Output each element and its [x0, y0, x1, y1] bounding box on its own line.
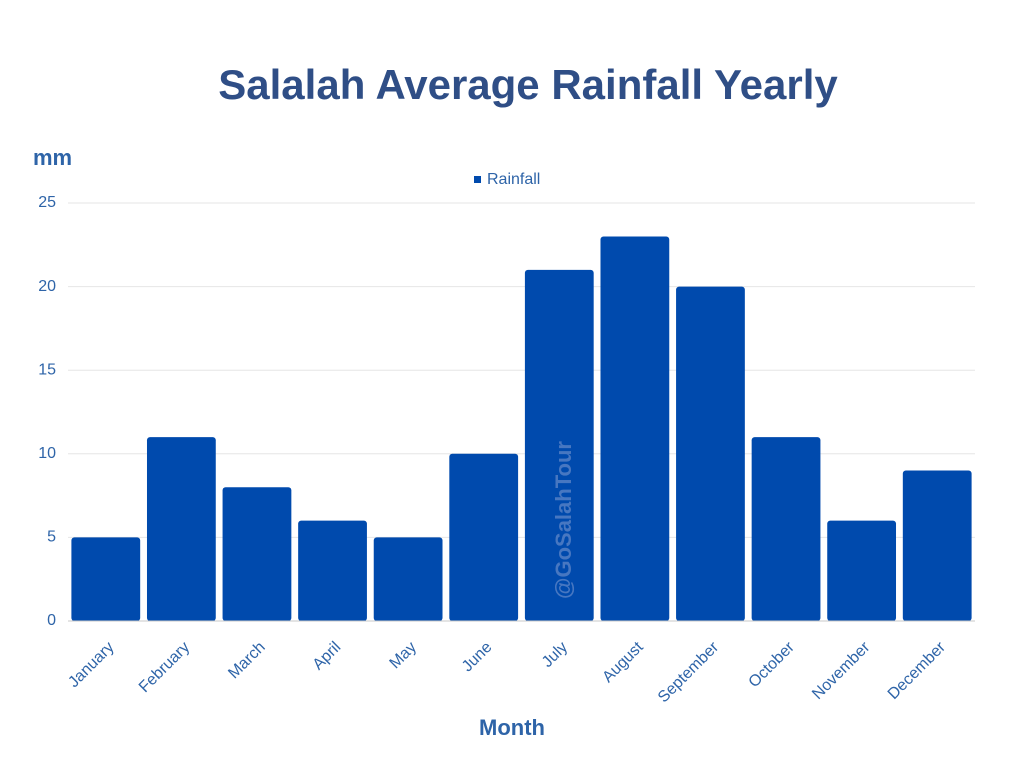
y-tick-label: 5 — [47, 529, 56, 546]
bar — [373, 537, 443, 621]
y-tick-label: 25 — [38, 194, 56, 211]
legend-label: Rainfall — [487, 171, 540, 188]
bar — [146, 437, 216, 621]
x-tick-label: April — [310, 639, 345, 674]
watermark: @GoSalahTour — [551, 441, 576, 599]
y-tick-label: 10 — [38, 445, 56, 462]
bar — [449, 453, 519, 621]
bar — [222, 487, 292, 621]
y-tick-label: 15 — [38, 361, 56, 378]
legend-swatch — [474, 176, 481, 183]
x-tick-label: August — [599, 638, 647, 686]
x-tick-label: July — [539, 639, 571, 671]
x-tick-label: February — [136, 639, 193, 696]
x-tick-label: October — [746, 638, 799, 691]
y-axis-label: mm — [33, 145, 72, 170]
bar — [827, 520, 897, 621]
bar — [600, 236, 670, 621]
chart-title: Salalah Average Rainfall Yearly — [218, 61, 838, 108]
x-tick-label: May — [387, 639, 420, 672]
x-tick-label: December — [885, 638, 950, 703]
x-tick-label: November — [809, 638, 874, 703]
bar — [298, 520, 367, 621]
y-tick-label: 0 — [47, 612, 56, 629]
x-tick-label: January — [65, 639, 117, 691]
bar — [751, 437, 821, 621]
x-axis-label: Month — [479, 715, 545, 740]
bar — [676, 286, 745, 621]
bar — [71, 537, 141, 621]
x-tick-label: March — [225, 639, 268, 682]
bar — [902, 470, 972, 621]
bar — [524, 269, 594, 621]
y-tick-label: 20 — [38, 278, 56, 295]
x-tick-label: September — [655, 638, 723, 706]
x-tick-label: June — [459, 639, 496, 676]
